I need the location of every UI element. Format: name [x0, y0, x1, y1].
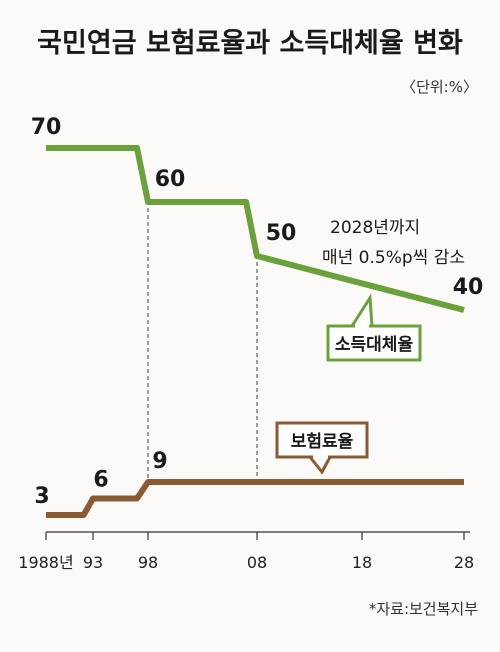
x-tick-label: 28: [454, 553, 474, 572]
data-label: 3: [34, 484, 49, 509]
series-line-1: [46, 479, 464, 518]
series-lines: [46, 145, 465, 518]
data-label: 70: [31, 115, 62, 140]
legend-label-green: 소득대체율: [335, 335, 414, 355]
callout-box-green: [326, 324, 422, 362]
x-tick-label: 93: [83, 553, 103, 572]
data-label: 40: [453, 275, 484, 300]
source-label: *자료:보건복지부: [369, 600, 478, 618]
x-tick-label: 08: [247, 553, 267, 572]
guide-lines: [147, 208, 258, 482]
data-label: 60: [155, 167, 186, 192]
unit-label: 〈단위:%〉: [401, 78, 478, 96]
legend-income-replacement: 소득대체율: [326, 293, 422, 362]
callout-pointer-brown: [308, 456, 332, 475]
annotation-line1: 2028년까지: [330, 218, 420, 238]
annotation-line2: 매년 0.5%p씩 감소: [322, 248, 465, 268]
data-label: 9: [152, 449, 167, 474]
series-line-0: [46, 145, 465, 313]
legend-label-brown: 보험료율: [291, 431, 354, 452]
x-tick-label: 1988년: [18, 553, 73, 572]
x-axis: 1988년 93 98 08 18 28: [18, 531, 474, 572]
x-tick-label: 98: [138, 553, 158, 572]
data-label: 6: [93, 468, 108, 493]
chart-title: 국민연금 보험료율과 소득대체율 변화: [37, 28, 463, 59]
x-tick-label: 18: [352, 553, 372, 572]
data-label: 50: [266, 221, 297, 246]
data-labels: 70 60 50 40 3 6 9: [31, 115, 484, 509]
legend-contribution-rate: 보험료율: [275, 421, 369, 475]
callout-pointer-green: [350, 293, 374, 327]
